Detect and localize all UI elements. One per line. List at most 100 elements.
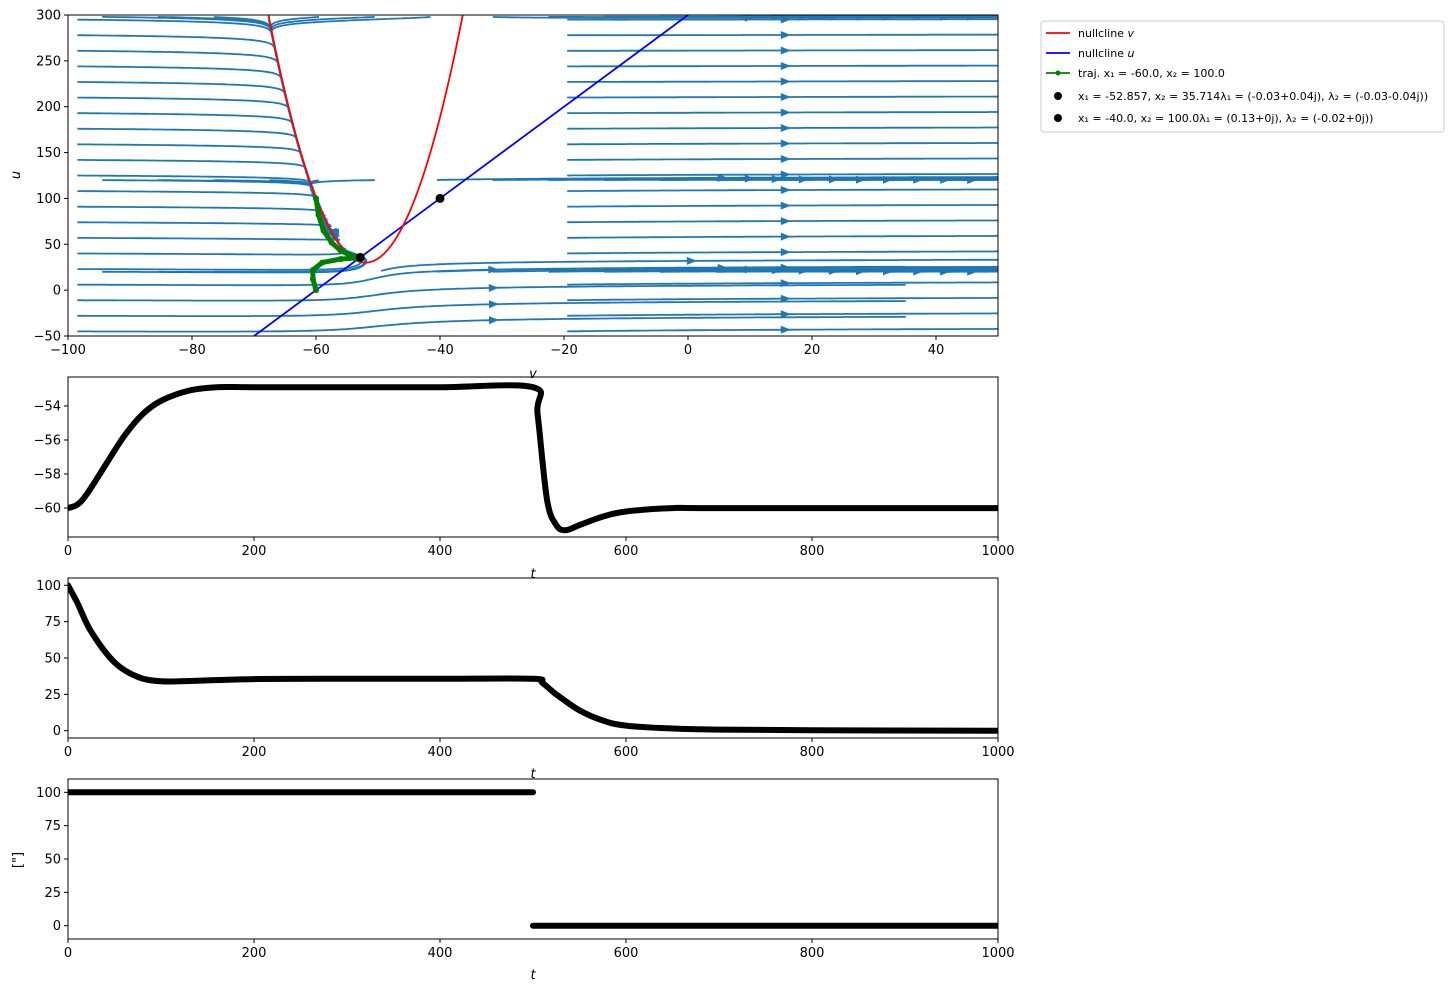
u-xtick-label: 400: [428, 745, 453, 760]
streamline: [269, 16, 335, 236]
legend-swatch-trajectory-marker: [1055, 70, 1061, 76]
legend-label-nullcline-v: nullcline v: [1078, 27, 1134, 40]
phase-xtick-label: 40: [928, 343, 945, 358]
u-xtick-label: 0: [64, 745, 72, 760]
v-series-line: [68, 382, 998, 534]
trajectory-point: [309, 266, 316, 273]
u-ytick-label: 25: [44, 688, 61, 703]
phase-xtick-label: −60: [302, 343, 329, 358]
streamline: [77, 230, 347, 256]
trajectory-point: [315, 211, 322, 218]
input-xtick-label: 1000: [981, 946, 1014, 961]
phase-ytick-label: 250: [36, 54, 61, 69]
input-ytick-label: 25: [44, 886, 61, 901]
phase-xtick-label: −80: [178, 343, 205, 358]
phase-xlabel: v: [529, 367, 537, 382]
phase-ytick-label: 300: [36, 9, 61, 24]
streamline-arrow: [780, 294, 791, 303]
v-xtick-label: 800: [800, 544, 825, 559]
input-xtick-label: 800: [800, 946, 825, 961]
streamline: [77, 143, 332, 234]
streamline-arrow: [780, 310, 791, 319]
v-xtick-label: 600: [614, 544, 639, 559]
streamline: [77, 81, 333, 234]
legend-swatch-fixed-point-1: [1054, 92, 1062, 100]
streamline-arrow: [780, 108, 791, 117]
phase-ytick-label: 100: [36, 192, 61, 207]
u-ytick-label: 75: [44, 615, 61, 630]
streamline-arrow: [780, 31, 791, 40]
legend-swatch-fixed-point-2: [1054, 114, 1062, 122]
u-xtick-label: 1000: [981, 745, 1014, 760]
trajectory-point: [328, 239, 335, 246]
streamline-arrow: [780, 170, 791, 179]
input-ytick-label: 50: [44, 853, 61, 868]
u-ytick-label: 0: [53, 724, 61, 739]
v-time-panel: 0 200 400 600 800 1000 −60 −58 −56 −54 t: [34, 376, 1015, 582]
streamline-arrow: [780, 232, 791, 241]
input-xtick-label: 200: [242, 946, 267, 961]
trajectory-point: [313, 195, 319, 202]
u-xtick-label: 600: [614, 745, 639, 760]
trajectory-point: [337, 255, 344, 262]
input-time-panel: 0 200 400 600 800 1000 0 25 50 75 100 t ["]: [11, 778, 1015, 983]
phase-xtick-label: 0: [684, 343, 692, 358]
streamline: [157, 16, 337, 234]
legend-label-fixed-point-2: x₁ = -40.0, x₂ = 100.0λ₁ = (0.13+0j), λ₂…: [1078, 112, 1373, 125]
streamline-arrow: [780, 124, 791, 133]
streamline-arrow: [780, 201, 791, 210]
v-axes-frame: [67, 376, 999, 538]
u-series-line: [68, 582, 998, 734]
nullcline-v-curve: [267, 15, 464, 264]
streamline: [77, 231, 337, 241]
input-ylabel: ["]: [11, 852, 26, 868]
input-xlabel: t: [530, 968, 536, 983]
streamline-arrow: [780, 217, 791, 226]
input-xtick-label: 0: [64, 946, 72, 961]
streamline: [77, 34, 334, 234]
input-axes-frame: [67, 778, 999, 940]
streamline: [102, 15, 336, 234]
input-ytick-label: 0: [53, 919, 61, 934]
input-ytick-label: 100: [36, 786, 61, 801]
streamline-arrow: [967, 176, 978, 185]
trajectory-path: [310, 195, 363, 293]
streamline: [267, 18, 334, 234]
phase-xtick-label: −20: [550, 343, 577, 358]
trajectory-point: [309, 276, 316, 283]
input-xtick-label: 600: [614, 946, 639, 961]
u-axes-frame: [67, 577, 999, 739]
streamline-arrow: [780, 77, 791, 86]
streamline-arrow: [780, 139, 791, 148]
streamline-arrow: [780, 93, 791, 102]
v-xtick-label: 1000: [981, 544, 1014, 559]
trajectory-point: [337, 247, 344, 254]
streamline: [77, 190, 336, 234]
streamline-arrow: [780, 325, 791, 334]
streamline: [77, 221, 335, 234]
streamline-arrow: [686, 256, 697, 265]
v-ytick-label: −56: [34, 433, 61, 448]
streamlines: [77, 15, 998, 334]
fixed-point-1: [355, 252, 365, 262]
v-xtick-label: 200: [242, 544, 267, 559]
phase-xtick-label: −40: [426, 343, 453, 358]
phase-ytick-label: 50: [44, 238, 61, 253]
fixed-point-2: [435, 193, 445, 203]
u-xtick-label: 800: [800, 745, 825, 760]
phase-ytick-label: 0: [53, 284, 61, 299]
streamline: [270, 16, 431, 235]
u-xtick-label: 200: [242, 745, 267, 760]
phase-axes-frame: [67, 14, 999, 337]
streamline-arrow: [780, 186, 791, 195]
streamline-arrow: [780, 279, 791, 288]
v-xtick-label: 0: [64, 544, 72, 559]
u-ytick-label: 100: [36, 579, 61, 594]
u-ytick-label: 50: [44, 652, 61, 667]
streamline-arrow: [488, 283, 499, 292]
legend-label-trajectory: traj. x₁ = -60.0, x₂ = 100.0: [1078, 67, 1225, 80]
u-time-panel: 0 200 400 600 800 1000 0 25 50 75 100 t: [36, 577, 1015, 782]
streamline-arrow: [780, 155, 791, 164]
legend-frame: [1040, 20, 1445, 133]
streamline-arrow: [967, 15, 978, 21]
